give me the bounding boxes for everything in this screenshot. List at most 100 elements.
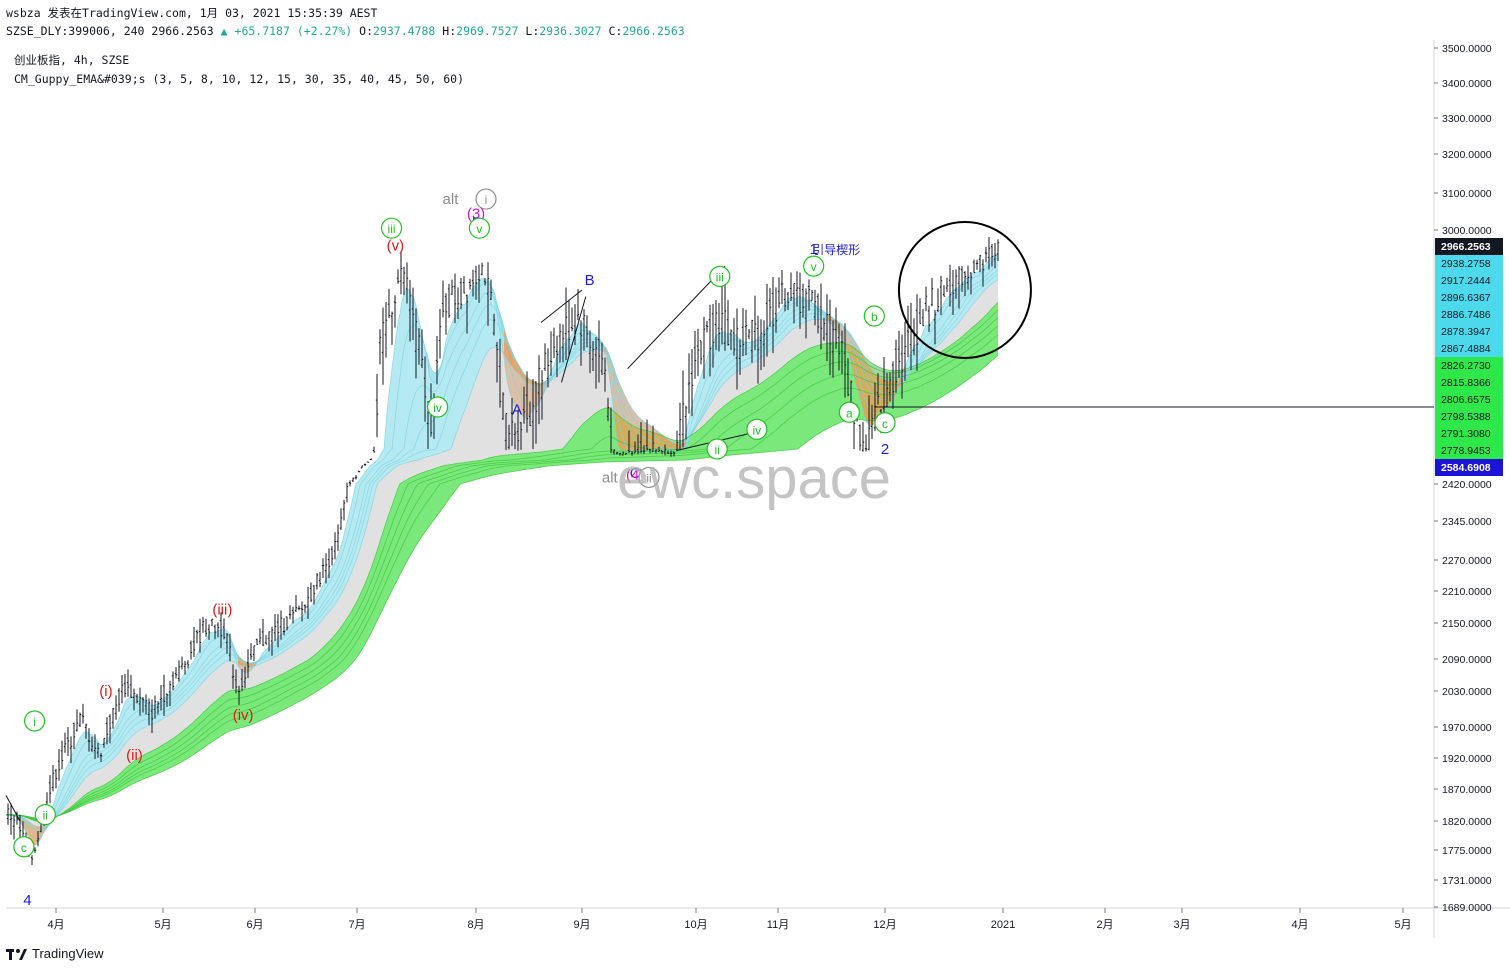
guppy-ribbons [5,252,999,846]
slow-ema-band [682,450,684,453]
slow-ema-band [330,655,332,665]
slow-ema-band [262,682,264,691]
slow-ema-band [526,464,528,470]
slow-ema-band [822,353,824,367]
slow-ema-band [496,456,498,461]
slow-ema-band [140,761,142,768]
slow-ema-band [192,729,194,738]
slow-ema-band [810,402,812,440]
slow-ema-band [812,346,814,359]
slow-ema-band [180,731,182,741]
slow-ema-band [608,457,610,462]
slow-ema-band [494,456,496,462]
slow-ema-band [986,326,988,337]
slow-ema-band [800,363,802,379]
slow-ema-band [780,378,782,394]
slow-ema-band [724,416,726,433]
slow-ema-band [596,451,598,456]
slow-ema-band [980,325,982,334]
slow-ema-band [210,704,212,715]
slow-ema-band [552,454,554,459]
plot-area[interactable] [6,40,1434,908]
slow-ema-band [792,382,794,400]
slow-ema-band [942,373,944,397]
slow-ema-band [498,466,500,475]
slow-ema-band [170,739,172,747]
slow-ema-band [274,690,276,698]
slow-ema-band [972,331,974,340]
slow-ema-band [232,690,234,700]
slow-ema-band [592,452,594,457]
slow-ema-band [608,436,610,452]
slow-ema-band [934,378,936,402]
slow-ema-band [950,369,952,392]
slow-ema-band [436,476,438,482]
slow-ema-band [996,334,998,358]
slow-ema-band [234,698,236,707]
slow-ema-band [490,457,492,462]
slow-ema-band [330,669,332,683]
slow-ema-band [990,322,992,333]
slow-ema-band [612,454,614,458]
slow-ema-band [240,689,242,698]
slow-ema-band [808,403,810,442]
slow-ema-band [220,695,222,707]
slow-ema-band [342,633,344,646]
slow-ema-band [994,336,996,359]
slow-ema-band [528,452,530,458]
slow-ema-band [568,451,570,457]
slow-ema-band [800,391,802,411]
slow-ema-band [426,480,428,488]
slow-ema-band [420,472,422,479]
slow-ema-band [500,466,502,474]
slow-ema-band [792,357,794,371]
fast-ema-band [466,362,468,407]
slow-ema-band [936,362,938,370]
slow-ema-band [772,414,774,434]
slow-ema-band [600,409,602,442]
slow-ema-band [254,712,256,724]
slow-ema-band [150,766,152,771]
slow-ema-band [154,760,156,766]
slow-ema-band [210,720,212,729]
slow-ema-band [762,406,764,424]
slow-ema-band [156,763,158,769]
slow-ema-band [938,356,940,363]
slow-ema-band [806,360,808,375]
slow-ema-band [336,664,338,679]
slow-ema-band [508,460,510,463]
slow-ema-band [454,466,456,472]
slow-ema-band [432,478,434,483]
slow-ema-band [526,457,528,462]
slow-ema-band [502,455,504,461]
slow-ema-band [906,390,908,415]
slow-ema-band [442,482,444,509]
slow-ema-band [322,655,324,665]
slow-ema-band [918,366,920,372]
slow-ema-band [246,696,248,704]
slow-ema-band [242,689,244,698]
slow-ema-band [476,465,478,469]
slow-ema-band [140,766,142,772]
slow-ema-band [758,395,760,411]
slow-ema-band [924,368,926,376]
slow-ema-band [410,477,412,483]
slow-ema-band [138,763,140,769]
slow-ema-band [606,436,608,452]
slow-ema-band [422,506,424,537]
slow-ema-band [570,451,572,456]
slow-ema-band [588,452,590,457]
slow-ema-band [288,683,290,691]
slow-ema-band [730,412,732,429]
slow-ema-band [294,666,296,675]
slow-ema-band [726,403,728,417]
slow-ema-band [226,708,228,717]
slow-ema-band [906,381,908,392]
slow-ema-band [584,449,586,454]
slow-ema-band [422,477,424,483]
slow-ema-band [190,737,192,745]
slow-ema-band [516,465,518,471]
slow-ema-band [290,694,292,707]
slow-ema-band [744,417,746,436]
slow-ema-band [218,720,220,728]
